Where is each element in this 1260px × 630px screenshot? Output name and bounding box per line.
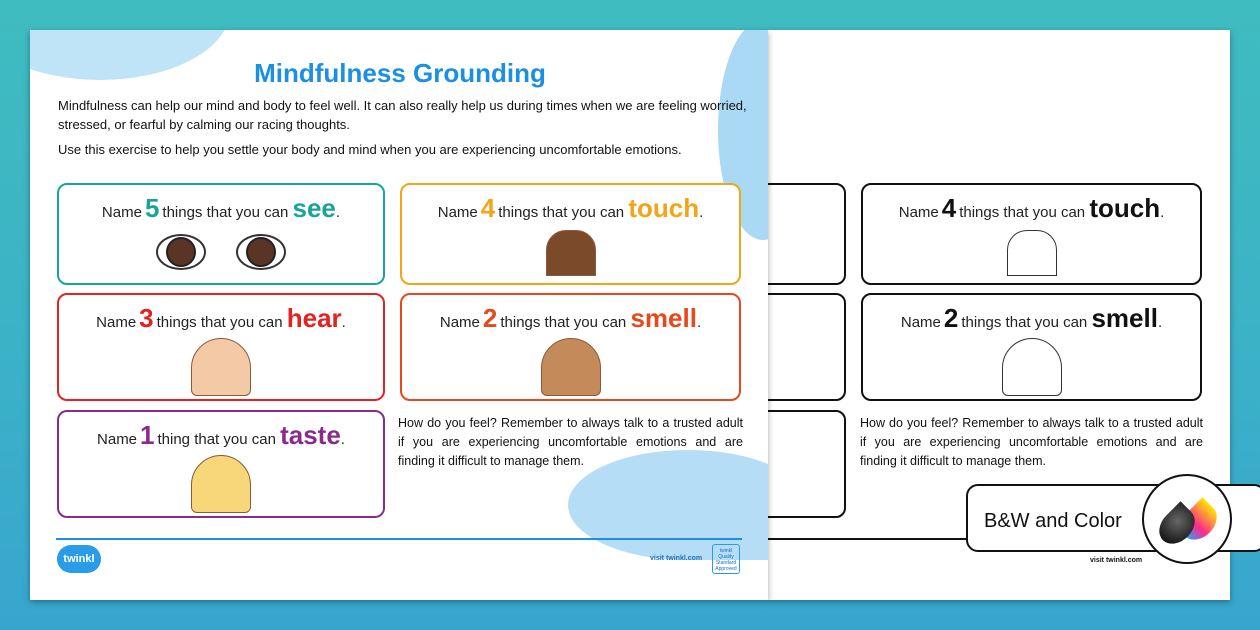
card-hear: Name 3 things that you can hear. <box>57 293 385 401</box>
card-end: . <box>340 431 345 448</box>
card-end: . <box>335 204 341 221</box>
worksheet-title: Mindfulness Grounding <box>254 58 546 88</box>
card-verb: touch <box>628 193 700 223</box>
card-prefix: Name <box>437 204 478 221</box>
card-end: . <box>696 314 702 331</box>
boy-smelling-flowers-icon <box>540 338 601 396</box>
card-number: 2 <box>943 303 959 333</box>
card-hear-partial <box>768 293 846 401</box>
card-verb: smell <box>630 303 697 333</box>
card-number: 5 <box>144 193 160 223</box>
boy-smelling-flowers-icon <box>1001 338 1062 396</box>
card-middle: things that you can <box>959 204 1086 221</box>
pointing-hand-icon <box>545 230 596 276</box>
card-number: 3 <box>139 303 154 333</box>
card-taste: Name 1 thing that you can taste. <box>57 410 385 518</box>
banner-label: B&W and Color <box>984 510 1122 532</box>
card-verb: hear <box>286 303 342 333</box>
twinkl-logo: twinkl <box>57 545 101 573</box>
pointing-hand-icon <box>1006 230 1057 276</box>
card-number: 4 <box>480 193 496 223</box>
card-prefix: Name <box>439 314 480 331</box>
card-verb: touch <box>1089 193 1161 223</box>
card-prefix: Name <box>96 314 137 331</box>
footer-divider <box>56 538 742 540</box>
card-verb: smell <box>1091 303 1158 333</box>
card-middle: things that you can <box>162 204 289 221</box>
card-see-partial <box>768 183 846 285</box>
card-middle: things that you can <box>961 314 1088 331</box>
decorative-wave <box>568 450 768 560</box>
card-number: 1 <box>140 420 155 450</box>
card-middle: thing that you can <box>157 431 276 448</box>
card-taste-partial <box>768 410 846 518</box>
bw-card-smell: Name 2 things that you can smell. <box>861 293 1202 401</box>
intro-text: Mindfulness can help our mind and body t… <box>58 98 747 132</box>
footer-link[interactable]: visit twinkl.com <box>650 555 703 562</box>
card-end: . <box>1160 204 1165 221</box>
card-end: . <box>341 314 346 331</box>
card-prefix: Name <box>97 431 138 448</box>
card-end: . <box>699 204 704 221</box>
card-end: . <box>1157 314 1163 331</box>
bw-card-touch: Name 4 things that you can touch. <box>861 183 1202 285</box>
card-prefix: Name <box>101 204 142 221</box>
girl-listening-icon <box>191 338 251 396</box>
card-smell: Name 2 things that you can smell. <box>400 293 741 401</box>
girl-eating-icon <box>191 455 251 513</box>
color-worksheet-page: Mindfulness Grounding Mindfulness can he… <box>30 30 768 600</box>
card-prefix: Name <box>900 314 941 331</box>
card-middle: things that you can <box>500 314 627 331</box>
card-see: Name 5 things that you can see. <box>57 183 385 285</box>
card-verb: taste <box>280 420 341 450</box>
instruction-text: Use this exercise to help you settle you… <box>58 142 682 157</box>
card-middle: things that you can <box>498 204 625 221</box>
bw-footer-link[interactable]: visit twinkl.com <box>1090 557 1143 564</box>
card-verb: see <box>292 193 336 223</box>
bw-closing-text: How do you feel? Remember to always talk… <box>860 416 1203 468</box>
closing-text: How do you feel? Remember to always talk… <box>398 416 743 468</box>
quality-badge: twinkl Quality Standard Approved <box>712 544 740 574</box>
card-prefix: Name <box>898 204 939 221</box>
eyes-icon <box>59 234 383 270</box>
card-touch: Name 4 things that you can touch. <box>400 183 741 285</box>
card-number: 2 <box>482 303 498 333</box>
ink-drops-icon <box>1142 474 1232 564</box>
card-middle: things that you can <box>156 314 283 331</box>
card-number: 4 <box>941 193 957 223</box>
